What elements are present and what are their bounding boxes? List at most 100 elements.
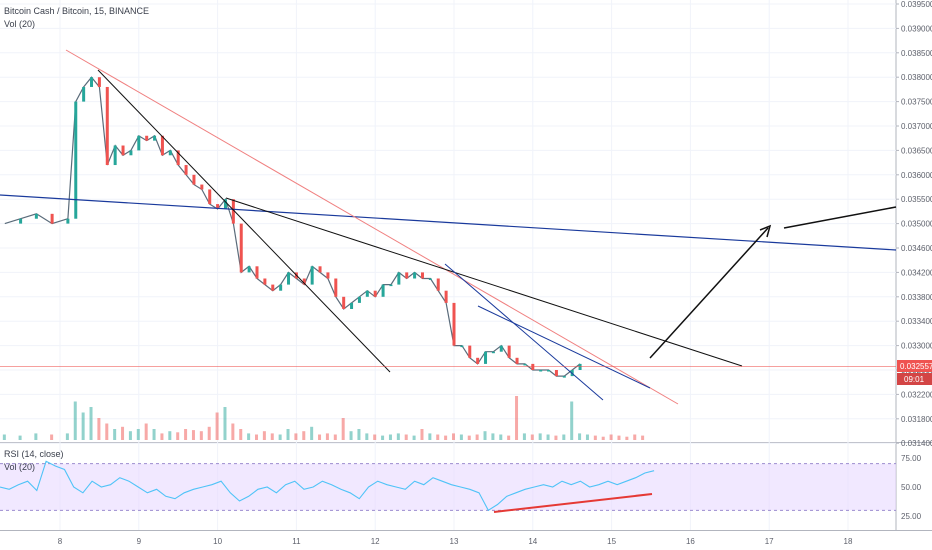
y-tick-label: 0.039000: [901, 24, 932, 33]
y-tick-label: 0.035000: [901, 220, 932, 229]
volume-bar: [349, 431, 353, 440]
price-candle: [389, 284, 393, 287]
rsi-tick-label: 25.00: [901, 512, 922, 521]
price-candle: [350, 302, 354, 309]
price-candle: [507, 345, 511, 358]
volume-bar: [199, 431, 203, 440]
volume-bar: [633, 434, 637, 440]
y-tick-label: 0.032200: [901, 390, 932, 399]
price-candle: [523, 363, 527, 366]
volume-bar: [396, 433, 400, 440]
volume-bar: [50, 434, 54, 440]
volume-bar: [286, 429, 290, 440]
volume-bar: [231, 423, 235, 440]
volume-bar: [278, 434, 282, 440]
price-candle: [373, 290, 377, 297]
volume-bar: [294, 433, 298, 440]
y-tick-label: 0.037000: [901, 122, 932, 131]
volume-bar: [302, 431, 306, 440]
volume-bar: [247, 433, 251, 440]
volume-legend: Vol (20): [4, 19, 36, 29]
volume-bar: [444, 435, 448, 440]
y-tick-label: 0.038500: [901, 49, 932, 58]
price-badge-bg: [897, 360, 932, 372]
volume-bar: [89, 407, 93, 440]
volume-bar: [81, 412, 85, 440]
volume-bar: [388, 434, 392, 440]
price-candle: [271, 284, 275, 291]
price-candle: [381, 284, 385, 297]
rsi-series-line: [0, 460, 655, 512]
volume-bar: [136, 429, 140, 440]
y-tick-label: 0.031400: [901, 439, 932, 448]
price-candle: [499, 345, 503, 352]
volume-bar: [18, 435, 22, 440]
trend-line-blue-channel-b: [477, 305, 651, 389]
volume-bar: [436, 434, 440, 440]
projection-arrow-shaft: [649, 227, 769, 359]
y-tick-label: 0.034600: [901, 244, 932, 253]
volume-bar: [176, 432, 180, 440]
volume-bar: [515, 396, 519, 440]
volume-bar: [73, 401, 77, 440]
volume-bar: [270, 433, 274, 440]
price-candle: [397, 272, 401, 285]
x-tick-label: 16: [686, 537, 695, 546]
price-candle: [547, 370, 551, 372]
price-candle: [365, 290, 369, 297]
volume-bar: [144, 423, 148, 440]
price-candle: [428, 278, 432, 280]
x-tick-label: 15: [607, 537, 616, 546]
volume-bar: [601, 436, 605, 440]
volume-bar: [483, 431, 487, 440]
price-candle: [436, 278, 440, 291]
price-candle: [176, 150, 180, 166]
x-tick-label: 18: [844, 537, 853, 546]
price-candle: [515, 357, 519, 364]
trend-line-blue-long: [0, 194, 897, 251]
price-candle: [491, 351, 495, 354]
volume-bar: [522, 433, 526, 440]
price-candle: [310, 266, 314, 285]
price-badge-value: 0.032557: [900, 362, 932, 371]
rsi-title: RSI (14, close): [4, 449, 64, 459]
price-axis-bg: [896, 0, 932, 550]
volume-bar: [562, 434, 566, 440]
volume-bar: [609, 434, 613, 440]
price-candle: [468, 345, 472, 358]
volume-bar: [625, 436, 629, 440]
price-candle: [168, 150, 172, 156]
volume-bar: [554, 435, 558, 440]
price-candle: [66, 218, 70, 224]
price-candle: [97, 77, 101, 87]
volume-bar: [255, 434, 258, 440]
volume-bar: [113, 429, 117, 440]
volume-bar: [546, 434, 550, 440]
price-candle: [460, 345, 464, 348]
price-candle: [50, 213, 54, 224]
volume-bar: [412, 435, 416, 440]
volume-bar: [507, 435, 511, 440]
volume-bar: [428, 433, 432, 440]
x-tick-label: 13: [450, 537, 459, 546]
price-candle: [279, 284, 283, 291]
volume-bar: [207, 426, 211, 440]
countdown-badge-bg: [897, 373, 932, 385]
volume-bar: [578, 433, 582, 440]
price-candle: [113, 145, 117, 166]
volume-bar: [341, 418, 345, 440]
price-candle: [145, 135, 149, 141]
price-candle: [153, 135, 157, 141]
y-tick-label: 0.038000: [901, 73, 932, 82]
price-candle: [34, 213, 38, 219]
price-candle: [90, 77, 94, 87]
price-candle: [342, 296, 346, 309]
price-candle: [231, 199, 235, 224]
rsi-band: [0, 463, 896, 511]
volume-bar: [152, 429, 156, 440]
trend-line-red: [65, 49, 679, 405]
price-series-line: [4, 76, 581, 377]
volume-bar: [530, 434, 534, 440]
price-candle: [444, 290, 448, 303]
rsi-volume-legend: Vol (20): [4, 462, 36, 472]
